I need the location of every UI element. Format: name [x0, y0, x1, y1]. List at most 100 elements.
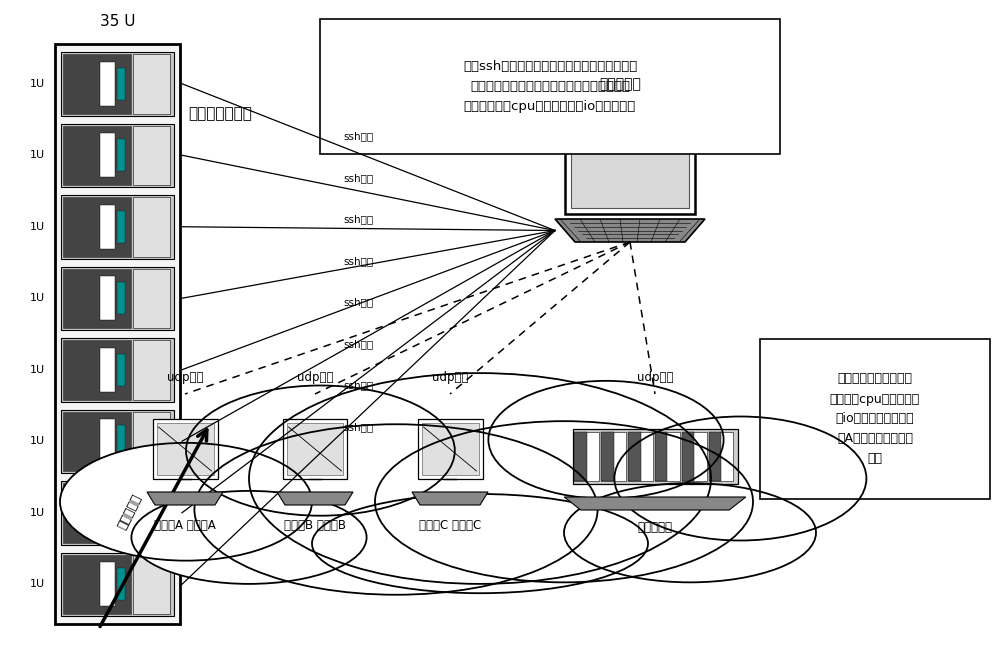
Bar — [100, 490, 115, 535]
Text: ssh链接: ssh链接 — [344, 298, 374, 307]
FancyBboxPatch shape — [572, 429, 738, 484]
Text: 1U: 1U — [30, 222, 45, 232]
Bar — [63, 269, 131, 328]
Polygon shape — [147, 492, 223, 505]
Ellipse shape — [375, 421, 753, 582]
Bar — [117, 211, 125, 243]
Bar — [63, 197, 131, 256]
FancyBboxPatch shape — [628, 432, 653, 481]
Ellipse shape — [60, 443, 312, 560]
Text: ssh链接: ssh链接 — [344, 422, 374, 432]
FancyBboxPatch shape — [655, 432, 680, 481]
Text: 1U: 1U — [30, 365, 45, 375]
Text: ssh链接: ssh链接 — [344, 380, 374, 390]
Bar — [133, 126, 170, 185]
FancyBboxPatch shape — [601, 432, 626, 481]
Text: 通过ssh链接物理服务器，获取并记录虚拟机中
的虚拟应用计算所需要物理硬件服务器的性能
消耗情况，如cpu，内存，硬盘io和网络数据: 通过ssh链接物理服务器，获取并记录虚拟机中 的虚拟应用计算所需要物理硬件服务器… — [463, 60, 637, 113]
Text: ssh链接: ssh链接 — [344, 256, 374, 266]
Text: ssh链接: ssh链接 — [344, 215, 374, 224]
Polygon shape — [555, 219, 705, 242]
Ellipse shape — [249, 373, 711, 584]
Text: 1U: 1U — [30, 508, 45, 518]
Text: ssh链接: ssh链接 — [344, 339, 374, 349]
Bar — [133, 340, 170, 400]
Bar — [133, 411, 170, 471]
Bar — [133, 54, 170, 114]
Ellipse shape — [131, 491, 367, 584]
Bar — [63, 54, 131, 114]
Bar — [100, 133, 115, 177]
Bar — [117, 139, 125, 171]
Bar — [61, 553, 174, 616]
Bar — [117, 568, 125, 600]
Text: udp链接: udp链接 — [167, 371, 203, 384]
Polygon shape — [564, 497, 746, 510]
Bar — [61, 266, 174, 330]
Text: 作为客户端的虚拟机会
将本身的cpu，内存，磁
盘io等性能上报给服务
端A，作为虚拟机性能
记录: 作为客户端的虚拟机会 将本身的cpu，内存，磁 盘io等性能上报给服务 端A，作… — [830, 373, 920, 466]
Text: 35 U: 35 U — [100, 14, 135, 29]
Text: 1U: 1U — [30, 293, 45, 303]
Text: 1U: 1U — [30, 78, 45, 89]
Polygon shape — [277, 492, 353, 505]
Bar — [100, 562, 115, 606]
Bar — [61, 124, 174, 187]
Bar — [133, 483, 170, 543]
Bar — [100, 419, 115, 464]
FancyBboxPatch shape — [422, 423, 479, 475]
Polygon shape — [412, 492, 488, 505]
Bar — [117, 425, 125, 457]
Bar — [61, 409, 174, 473]
FancyBboxPatch shape — [55, 44, 180, 624]
FancyBboxPatch shape — [574, 432, 587, 481]
Text: 物理客户机: 物理客户机 — [599, 77, 641, 91]
Text: 1U: 1U — [30, 150, 45, 160]
FancyBboxPatch shape — [628, 432, 641, 481]
FancyBboxPatch shape — [574, 432, 599, 481]
Text: 1U: 1U — [30, 579, 45, 589]
Text: ssh链接: ssh链接 — [344, 131, 374, 141]
Bar — [117, 68, 125, 99]
FancyBboxPatch shape — [682, 432, 707, 481]
Bar — [61, 338, 174, 402]
Bar — [100, 205, 115, 249]
Bar — [63, 555, 131, 614]
Text: udp链接: udp链接 — [297, 371, 333, 384]
FancyBboxPatch shape — [760, 339, 990, 499]
Bar — [117, 283, 125, 314]
Bar — [117, 354, 125, 386]
Bar — [100, 276, 115, 320]
Bar — [63, 411, 131, 471]
Ellipse shape — [614, 417, 866, 540]
Bar — [133, 555, 170, 614]
Text: udp链接: udp链接 — [637, 371, 673, 384]
Bar — [117, 497, 125, 528]
FancyBboxPatch shape — [157, 423, 214, 475]
FancyBboxPatch shape — [601, 432, 614, 481]
Ellipse shape — [488, 381, 724, 498]
Text: 虚拟化进程: 虚拟化进程 — [115, 492, 144, 531]
Ellipse shape — [564, 483, 816, 582]
Bar — [133, 269, 170, 328]
Text: 虚拟机B 客户端B: 虚拟机B 客户端B — [284, 519, 346, 532]
FancyBboxPatch shape — [682, 432, 694, 481]
Text: 虚拟机C 客户端C: 虚拟机C 客户端C — [419, 519, 481, 532]
Text: ssh链接: ssh链接 — [344, 173, 374, 183]
Ellipse shape — [186, 385, 455, 516]
Bar — [63, 483, 131, 543]
FancyBboxPatch shape — [287, 423, 344, 475]
Text: 虚拟机列表: 虚拟机列表 — [638, 521, 672, 534]
Bar — [61, 195, 174, 258]
FancyBboxPatch shape — [709, 432, 721, 481]
FancyBboxPatch shape — [655, 432, 667, 481]
Bar — [100, 61, 115, 106]
Bar — [61, 52, 174, 116]
Text: udp链接: udp链接 — [432, 371, 468, 384]
Bar — [100, 347, 115, 392]
Text: 1U: 1U — [30, 436, 45, 446]
Text: 虚拟机A 客户端A: 虚拟机A 客户端A — [154, 519, 216, 532]
Bar — [61, 481, 174, 545]
FancyBboxPatch shape — [709, 432, 733, 481]
Bar — [63, 340, 131, 400]
Ellipse shape — [194, 424, 598, 594]
FancyBboxPatch shape — [565, 104, 695, 214]
